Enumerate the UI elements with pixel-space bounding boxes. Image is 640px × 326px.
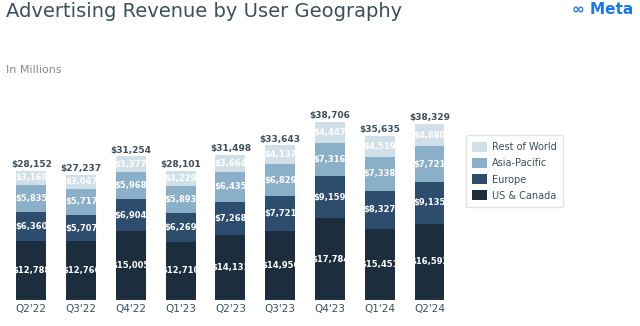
Text: $4,880: $4,880 [413,130,445,140]
Text: $3,664: $3,664 [214,159,246,168]
Bar [17,212,46,241]
Text: $12,766: $12,766 [62,266,100,275]
Text: $14,131: $14,131 [211,263,250,272]
Text: $31,254: $31,254 [110,145,151,155]
Bar [116,156,146,172]
Text: In Millions: In Millions [6,65,62,75]
Bar [166,186,196,213]
Text: $6,904: $6,904 [115,211,147,220]
Text: $31,498: $31,498 [210,144,251,154]
Text: $4,519: $4,519 [364,142,396,151]
Text: $28,101: $28,101 [160,160,201,169]
Text: $7,721: $7,721 [264,209,296,218]
Text: $33,643: $33,643 [260,135,301,143]
Text: $35,635: $35,635 [359,126,400,134]
Bar [17,185,46,212]
Text: $6,269: $6,269 [164,223,197,232]
Text: $7,721: $7,721 [413,159,445,169]
Legend: Rest of World, Asia-Pacific, Europe, US & Canada: Rest of World, Asia-Pacific, Europe, US … [466,135,563,207]
Bar [415,124,444,146]
Bar [315,142,345,176]
Bar [365,157,395,191]
Text: $3,377: $3,377 [115,160,147,169]
Bar [265,145,295,164]
Bar [66,241,96,300]
Bar [116,231,146,300]
Text: $14,956: $14,956 [261,261,300,270]
Bar [365,136,395,157]
Bar [216,201,245,235]
Bar [216,155,245,172]
Bar [415,224,444,300]
Bar [415,182,444,224]
Text: $38,706: $38,706 [310,111,350,120]
Bar [116,172,146,199]
Bar [315,176,345,218]
Bar [17,241,46,300]
Text: $15,451: $15,451 [360,260,399,269]
Text: $5,893: $5,893 [164,195,196,204]
Bar [265,196,295,231]
Text: $6,435: $6,435 [214,182,246,191]
Text: $5,835: $5,835 [15,194,47,203]
Bar [166,242,196,300]
Bar [216,235,245,300]
Text: $3,047: $3,047 [65,177,97,186]
Bar [315,218,345,300]
Text: ∞ Meta: ∞ Meta [572,2,634,17]
Text: $5,707: $5,707 [65,224,97,233]
Text: $5,717: $5,717 [65,198,97,206]
Bar [66,189,96,215]
Bar [216,172,245,201]
Text: $7,268: $7,268 [214,214,246,223]
Bar [17,170,46,185]
Bar [365,229,395,300]
Text: $17,784: $17,784 [311,255,349,264]
Text: $38,329: $38,329 [409,113,450,122]
Bar [315,122,345,142]
Text: $4,137: $4,137 [264,150,296,159]
Bar [116,199,146,231]
Text: $27,237: $27,237 [61,164,102,173]
Bar [166,171,196,186]
Text: $9,159: $9,159 [314,193,346,202]
Text: $7,316: $7,316 [314,155,346,164]
Bar [265,231,295,300]
Bar [365,191,395,229]
Bar [66,175,96,189]
Bar [166,213,196,242]
Text: $3,169: $3,169 [15,173,47,182]
Bar [415,146,444,182]
Text: $16,593: $16,593 [410,257,449,266]
Text: $12,710: $12,710 [161,266,200,275]
Text: $6,829: $6,829 [264,176,296,185]
Bar [66,215,96,241]
Bar [265,164,295,196]
Text: $3,229: $3,229 [164,174,197,183]
Text: $9,135: $9,135 [413,198,445,207]
Text: $6,360: $6,360 [15,222,47,231]
Text: $7,338: $7,338 [364,169,396,178]
Text: Advertising Revenue by User Geography: Advertising Revenue by User Geography [6,2,403,21]
Text: $28,152: $28,152 [11,160,52,169]
Text: $15,005: $15,005 [112,261,150,270]
Text: $12,788: $12,788 [12,266,51,275]
Text: $5,968: $5,968 [115,181,147,190]
Text: $8,327: $8,327 [364,205,396,214]
Text: $4,447: $4,447 [314,128,346,137]
